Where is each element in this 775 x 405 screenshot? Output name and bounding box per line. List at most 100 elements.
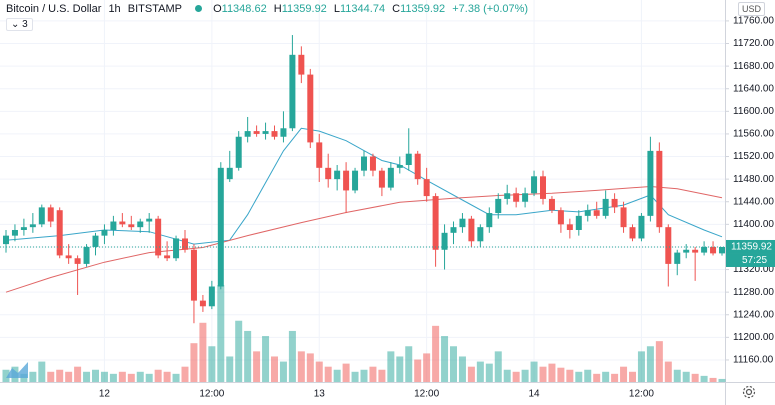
volume-bar [217, 285, 225, 382]
volume-bar [423, 353, 431, 382]
volume-bar [539, 366, 547, 382]
high-letter: H [273, 3, 282, 15]
legend-header: Bitcoin / U.S. Dollar 1h BITSTAMP O11348… [6, 3, 532, 15]
volume-bar [109, 373, 117, 382]
volume-bar [83, 371, 91, 382]
candle-body [477, 227, 484, 242]
open-value: 11348.62 [221, 3, 267, 15]
logo[interactable] [6, 362, 28, 378]
candle-body [244, 131, 251, 137]
volume-bar [163, 371, 171, 382]
y-tick-label: 11560.00 [733, 129, 774, 140]
candle-body [325, 167, 332, 180]
indicators-toggle[interactable]: ⌄ 3 [6, 18, 33, 31]
volume-bar [467, 366, 475, 382]
volume-bar [172, 373, 180, 382]
candle-body [468, 218, 475, 242]
close-letter: C [392, 3, 401, 15]
change: +7.38 (+0.07%) [452, 3, 529, 15]
volume-bar [145, 373, 153, 382]
volume-bar [673, 369, 681, 382]
candle-body [101, 229, 108, 236]
volume-bar [2, 369, 10, 382]
candle-body [137, 221, 144, 228]
volume-bar [306, 353, 314, 382]
volume-bar [92, 369, 99, 382]
y-tick-label: 11280.00 [733, 287, 774, 298]
volume-bar [181, 366, 189, 382]
y-tick-label: 11240.00 [733, 309, 774, 320]
y-tick-label: 11480.00 [733, 174, 774, 185]
candle-body [361, 156, 367, 171]
volume-bar [476, 361, 484, 382]
y-tick-label: 11600.00 [733, 106, 774, 117]
volume [2, 285, 726, 382]
candle-body [387, 167, 394, 188]
volume-bar [324, 366, 332, 382]
candle-body [531, 176, 538, 194]
volume-bar [450, 346, 457, 382]
candle-body [280, 128, 287, 137]
candle-body [38, 207, 45, 225]
candle-body [459, 218, 466, 228]
volume-bar [208, 346, 216, 382]
volume-bar [494, 351, 502, 382]
y-tick-label: 11200.00 [733, 332, 774, 343]
candle-body [396, 165, 403, 168]
candles [0, 35, 725, 324]
volume-bar [253, 351, 261, 382]
candle-body [128, 224, 135, 228]
last-price-box [726, 239, 775, 254]
candle-body [217, 167, 224, 287]
candle-body [495, 198, 502, 214]
volume-bar [485, 363, 493, 382]
exchange: BITSTAMP [127, 3, 182, 15]
volume-bar [691, 373, 699, 382]
x-tick-label: 12 [99, 389, 111, 400]
volume-bar [351, 371, 359, 382]
last-price-label: 11359.92 [731, 242, 772, 253]
volume-bar [637, 351, 645, 382]
x-tick-label: 12:00 [199, 389, 224, 400]
volume-bar [297, 351, 305, 382]
volume-bar [387, 351, 395, 382]
candle-body [316, 142, 323, 168]
countdown-box [726, 253, 775, 267]
moving-average-line [5, 185, 723, 293]
candle-body [56, 210, 63, 256]
x-tick-label: 12:00 [629, 389, 654, 400]
candle-body [620, 207, 627, 228]
candle-body [343, 170, 350, 191]
y-tick-label: 11400.00 [733, 219, 774, 230]
volume-bar [557, 367, 565, 382]
volume-bar [548, 363, 556, 382]
candle-body [65, 255, 72, 259]
volume-bar [315, 361, 323, 382]
volume-bar [47, 371, 55, 382]
volume-bar [620, 366, 628, 382]
candle-body [441, 232, 448, 250]
candle-body [190, 249, 197, 301]
currency[interactable]: USD [738, 2, 766, 16]
volume-bar [333, 369, 341, 382]
candle-body [155, 218, 162, 256]
status-dot [195, 5, 203, 12]
volume-bar [458, 356, 466, 382]
settings-icon[interactable] [742, 385, 756, 399]
volume-bar [682, 371, 690, 382]
candle-body [584, 210, 591, 216]
symbol: Bitcoin / U.S. Dollar [6, 3, 102, 15]
interval: 1h [108, 3, 121, 15]
candle-body [298, 54, 305, 75]
candle-body [674, 252, 681, 264]
candle-body [146, 218, 153, 222]
candle-body [11, 229, 18, 236]
candle-body [378, 170, 385, 188]
y-tick-label: 11640.00 [733, 83, 774, 94]
candle-body [629, 227, 636, 239]
candle-body [3, 235, 9, 245]
candle-body [92, 235, 99, 247]
candle-body [352, 170, 359, 191]
x-tick-label: 14 [528, 389, 540, 400]
candle-body [235, 136, 242, 168]
